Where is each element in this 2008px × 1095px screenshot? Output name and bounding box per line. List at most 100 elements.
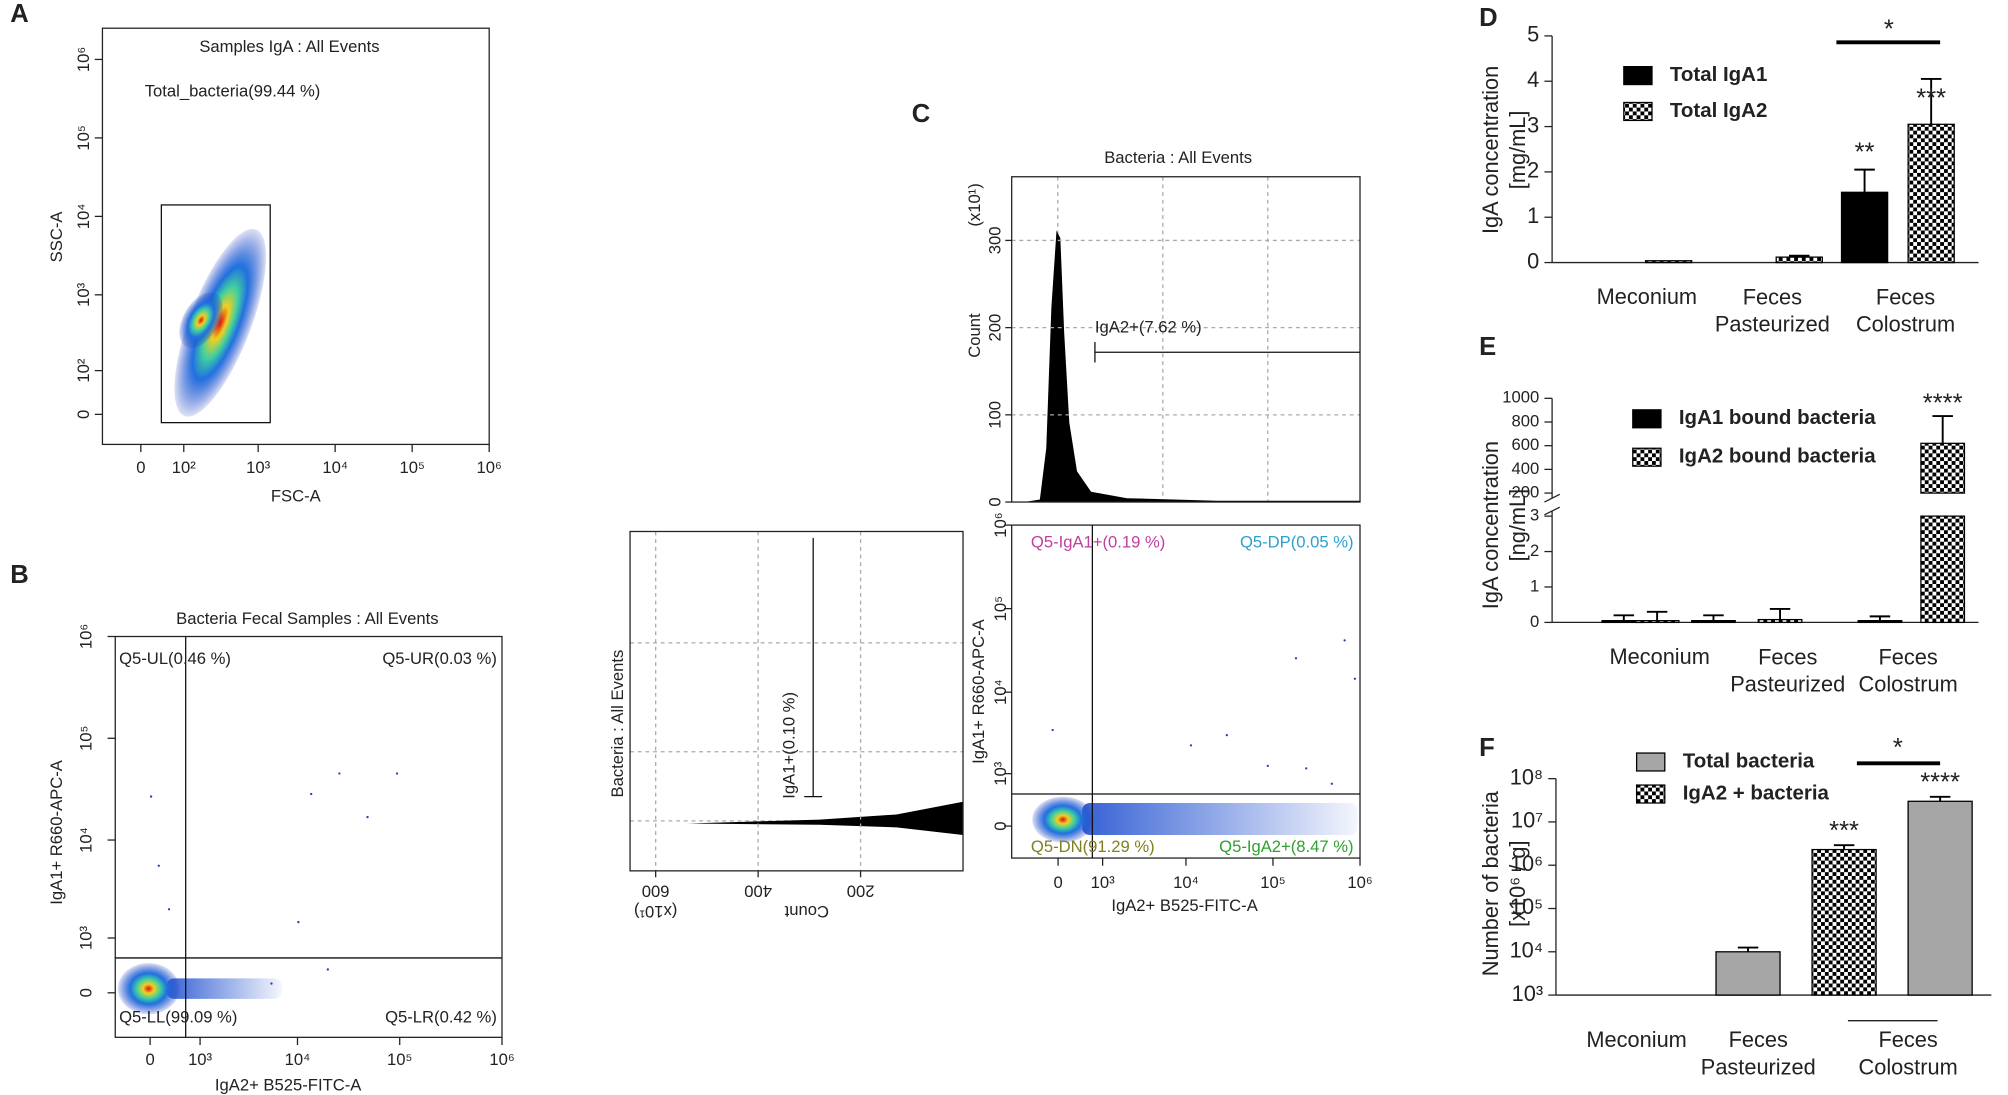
y-tick-label: 3	[1527, 112, 1539, 137]
significance: ****	[1923, 389, 1963, 417]
event-tail	[166, 978, 282, 999]
event-dot	[1225, 733, 1228, 737]
y-tick-label: 10⁴	[1510, 938, 1544, 963]
significance: *	[1893, 734, 1903, 762]
panel-label: B	[10, 561, 29, 589]
quadrant-label: Q5-DN(91.29 %)	[1031, 837, 1155, 856]
y-tick-label: 3	[1530, 506, 1539, 525]
bar	[1840, 191, 1889, 264]
event-dot	[1343, 639, 1346, 642]
x-tick-label: 10³	[1091, 873, 1115, 892]
event-dot	[395, 772, 399, 775]
x-tick-label: 10⁴	[322, 458, 348, 477]
y-tick-label: 10⁵	[1510, 894, 1543, 919]
x-tick-label: 10³	[246, 458, 270, 477]
bar	[1644, 260, 1693, 264]
y-tick-label: 10⁵	[74, 125, 93, 150]
category-label: Feces Colostrum	[1856, 284, 1955, 336]
gate-label: Total_bacteria(99.44 %)	[145, 82, 321, 101]
category-label: Feces Colostrum	[1859, 644, 1958, 696]
gate	[160, 204, 271, 424]
axis-break	[1544, 506, 1561, 516]
y-axis-label: SSC-A	[47, 211, 66, 263]
panel-label: A	[10, 0, 29, 28]
event-dot	[1051, 728, 1054, 732]
event-tail	[1082, 802, 1358, 835]
y-axis-label: IgA1+ R660-APC-A	[969, 618, 988, 764]
gate-label: IgA1+(0.10 %)	[780, 692, 799, 799]
panel-label: F	[1479, 734, 1495, 762]
y-tick-label: 10⁶	[74, 47, 93, 72]
y-tick-label: 0	[991, 821, 1010, 830]
significance: ****	[1920, 769, 1960, 797]
event-dot	[1353, 677, 1357, 680]
event-density	[117, 963, 180, 1015]
y-tick-label: 0	[76, 988, 95, 997]
y-tick-label: 1000	[1502, 388, 1539, 407]
y-tick-label: 10⁵	[76, 726, 95, 751]
y-tick-label: 10³	[74, 282, 93, 306]
y-tick-label: 100	[986, 401, 1005, 429]
histogram-shape	[687, 801, 964, 835]
y-axis-label: IgA1+ R660-APC-A	[47, 759, 66, 905]
y-tick-label: 10³	[76, 926, 95, 950]
y-tick-label: 5	[1527, 22, 1539, 47]
x-axis-label: Count	[784, 902, 829, 921]
event-density	[1032, 796, 1094, 843]
x-tick-label: 10²	[172, 458, 196, 477]
legend-label: IgA2 + bacteria	[1683, 781, 1830, 804]
y-axis-label: IgA concentration [ng/mL]	[1478, 441, 1530, 609]
x-tick-label: 400	[744, 882, 772, 901]
event-density	[174, 228, 267, 417]
x-tick-label: 10⁴	[1173, 873, 1199, 892]
y-tick-label: 10²	[74, 358, 93, 382]
bar	[1775, 256, 1823, 264]
y-tick-label: 10⁶	[1510, 851, 1543, 876]
event-dot	[1294, 657, 1298, 660]
x-tick-label: 10⁵	[399, 458, 424, 477]
y-tick-label: 10³	[1512, 981, 1543, 1006]
y-tick-label: 10⁸	[1510, 764, 1543, 789]
event-dot	[1266, 764, 1269, 767]
event-dot	[157, 864, 160, 867]
plot-title: Bacteria : All Events	[608, 650, 627, 798]
y-tick-label: 2	[1527, 158, 1539, 183]
y-tick-label: 10⁵	[991, 596, 1010, 621]
y-tick-label: 800	[1512, 411, 1540, 430]
y-tick-label: 0	[1527, 248, 1539, 273]
plot-frame	[1011, 176, 1361, 503]
event-dot	[310, 792, 313, 796]
category-label: Meconium	[1597, 284, 1697, 309]
y-tick-label: 10⁴	[76, 827, 95, 853]
quadrant-label: Q5-UR(0.03 %)	[382, 649, 497, 668]
legend-swatch	[1635, 752, 1666, 772]
significance: *	[1884, 16, 1894, 44]
bar	[1634, 620, 1680, 624]
x-tick-label: 0	[136, 458, 145, 477]
quadrant-label: Q5-DP(0.05 %)	[1240, 532, 1354, 551]
legend-swatch	[1623, 65, 1653, 86]
plot-frame	[629, 530, 964, 872]
bar	[1920, 515, 1966, 624]
x-tick-label: 10⁶	[477, 458, 502, 477]
y-tick-label: 1	[1527, 203, 1539, 228]
y-tick-label: 400	[1512, 459, 1540, 478]
legend-label: IgA1 bound bacteria	[1679, 406, 1876, 429]
axis-break	[1544, 493, 1561, 503]
event-dot	[149, 795, 153, 798]
plot-frame	[114, 635, 503, 1038]
y-tick-label: 10⁴	[991, 679, 1010, 705]
x-tick-label: 10⁶	[1347, 873, 1372, 892]
significance: ***	[1916, 85, 1946, 113]
event-dot	[338, 772, 341, 775]
y-tick-label: 0	[1530, 612, 1539, 631]
legend-label: IgA2 bound bacteria	[1679, 445, 1876, 468]
y-axis-label: IgA concentration [mg/mL]	[1478, 66, 1530, 234]
y-tick-label: 0	[986, 497, 1005, 506]
y-axis-label: Number of bacteria [x10⁶ / g]	[1478, 790, 1530, 976]
plot-frame	[101, 27, 490, 446]
event-dot	[167, 908, 171, 911]
panel-label: E	[1479, 333, 1496, 361]
panel-label: C	[912, 100, 931, 128]
